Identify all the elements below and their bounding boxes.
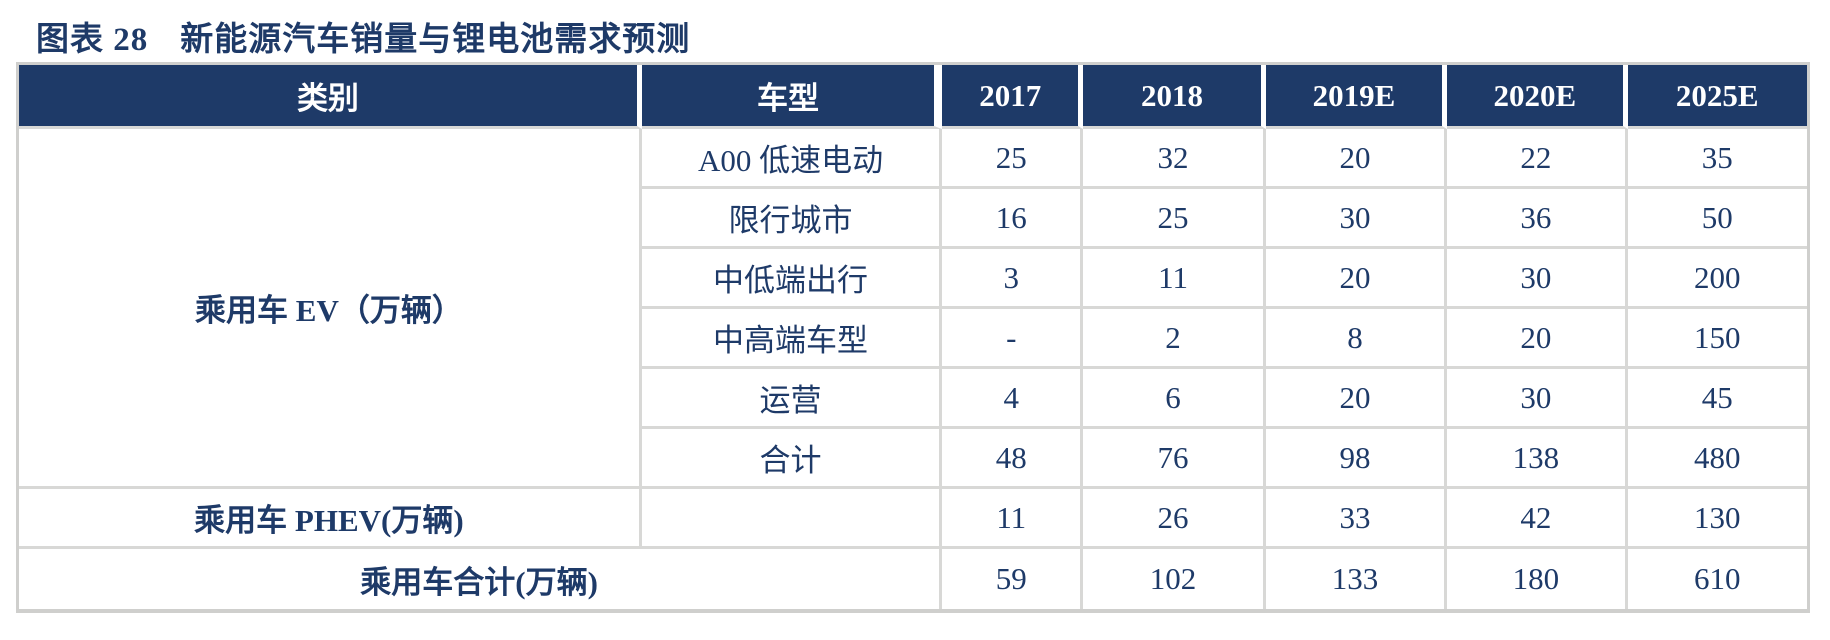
table-row-mid-low-end: 中低端出行 3 11 20 30 200 (19, 249, 1807, 309)
figure-label: 图表 28 (36, 22, 149, 58)
value-cell: 22 (1447, 129, 1628, 189)
category-cell-ev: 乘用车 EV（万辆） (19, 129, 642, 489)
category-cell-grand-total: 乘用车合计(万辆) (19, 549, 943, 609)
column-header-model: 车型 (641, 65, 943, 129)
model-cell-operation: 运营 (641, 369, 943, 429)
value-cell: - (942, 309, 1084, 369)
value-cell: 30 (1447, 249, 1628, 309)
value-cell: 25 (942, 129, 1084, 189)
column-header-2020e: 2020E (1447, 65, 1628, 129)
column-header-2017: 2017 (942, 65, 1084, 129)
category-cell-phev: 乘用车 PHEV(万辆) (19, 489, 642, 549)
value-cell: 3 (942, 249, 1084, 309)
value-cell: 4 (942, 369, 1084, 429)
column-header-2018: 2018 (1083, 65, 1266, 129)
value-cell: 76 (1083, 429, 1266, 489)
value-cell: 35 (1627, 129, 1807, 189)
column-header-2019e: 2019E (1265, 65, 1448, 129)
value-cell: 150 (1627, 309, 1807, 369)
value-cell: 2 (1083, 309, 1266, 369)
value-cell: 26 (1083, 489, 1266, 549)
value-cell: 98 (1265, 429, 1448, 489)
value-cell: 48 (942, 429, 1084, 489)
value-cell: 11 (1083, 249, 1266, 309)
value-cell: 25 (1083, 189, 1266, 249)
value-cell: 133 (1265, 549, 1448, 609)
value-cell: 180 (1447, 549, 1628, 609)
model-cell-a00: A00 低速电动 (641, 129, 943, 189)
value-cell: 11 (942, 489, 1084, 549)
value-cell: 480 (1627, 429, 1807, 489)
value-cell: 20 (1265, 129, 1448, 189)
value-cell: 130 (1627, 489, 1807, 549)
figure-title: 新能源汽车销量与锂电池需求预测 (180, 22, 691, 58)
value-cell: 20 (1265, 369, 1448, 429)
value-cell: 16 (942, 189, 1084, 249)
table-row-phev: 乘用车 PHEV(万辆) 11 26 33 42 130 (19, 489, 1807, 549)
value-cell: 610 (1627, 549, 1807, 609)
column-header-2025e: 2025E (1627, 65, 1807, 129)
table-row-a00: 乘用车 EV（万辆） A00 低速电动 25 32 20 22 35 (19, 129, 1807, 489)
value-cell: 59 (942, 549, 1084, 609)
value-cell: 20 (1265, 249, 1448, 309)
value-cell: 102 (1083, 549, 1266, 609)
value-cell: 200 (1627, 249, 1807, 309)
table-row-ev-subtotal: 合计 48 76 98 138 480 (19, 429, 1807, 489)
value-cell: 50 (1627, 189, 1807, 249)
value-cell: 33 (1265, 489, 1448, 549)
value-cell: 32 (1083, 129, 1266, 189)
model-cell-restricted-city: 限行城市 (641, 189, 943, 249)
table-row-operation: 运营 4 6 20 30 45 (19, 369, 1807, 429)
value-cell: 45 (1627, 369, 1807, 429)
value-cell: 8 (1265, 309, 1448, 369)
model-cell-mid-low-end: 中低端出行 (641, 249, 943, 309)
model-cell-subtotal: 合计 (641, 429, 943, 489)
table-row-restricted-city: 限行城市 16 25 30 36 50 (19, 189, 1807, 249)
value-cell: 20 (1447, 309, 1628, 369)
value-cell: 30 (1265, 189, 1448, 249)
figure-caption: 图表 28 新能源汽车销量与锂电池需求预测 (36, 12, 690, 60)
value-cell: 6 (1083, 369, 1266, 429)
model-cell-mid-high-end: 中高端车型 (641, 309, 943, 369)
table-row-grand-total: 乘用车合计(万辆) 59 102 133 180 610 (19, 549, 1807, 609)
column-header-category: 类别 (19, 65, 642, 129)
forecast-table: 类别 车型 2017 2018 2019E 2020E 2025E 乘用车 EV… (16, 62, 1810, 613)
header-row: 类别 车型 2017 2018 2019E 2020E 2025E (19, 65, 1807, 129)
value-cell: 138 (1447, 429, 1628, 489)
model-cell-empty (641, 489, 943, 549)
table-row-mid-high-end: 中高端车型 - 2 8 20 150 (19, 309, 1807, 369)
value-cell: 30 (1447, 369, 1628, 429)
value-cell: 36 (1447, 189, 1628, 249)
value-cell: 42 (1447, 489, 1628, 549)
